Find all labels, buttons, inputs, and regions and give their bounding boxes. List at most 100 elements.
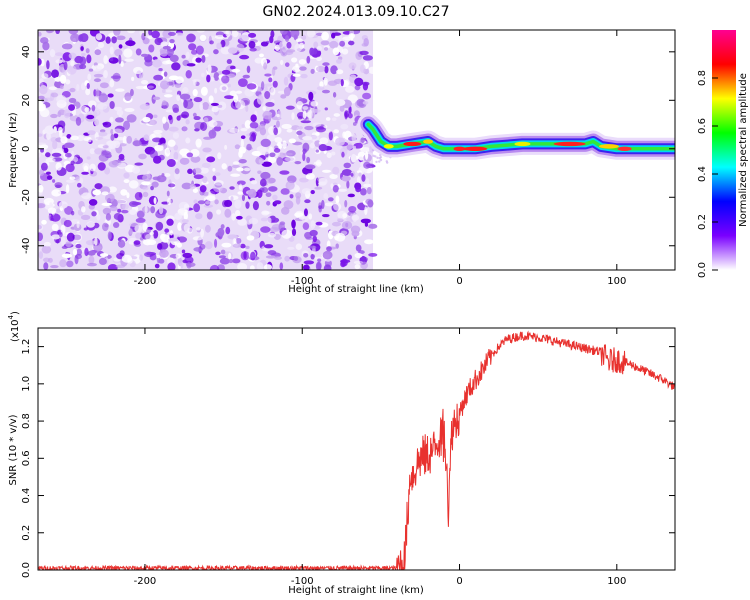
noise-speckle: [359, 256, 369, 263]
noise-speckle: [260, 81, 265, 90]
noise-speckle: [105, 193, 115, 203]
noise-speckle: [310, 190, 315, 195]
noise-speckle: [162, 30, 172, 39]
noise-speckle: [175, 253, 182, 259]
noise-speckle: [115, 117, 124, 123]
noise-speckle: [331, 151, 336, 156]
noise-speckle: [220, 46, 231, 55]
noise-speckle: [115, 88, 125, 92]
noise-speckle: [271, 67, 276, 76]
noise-speckle: [63, 142, 75, 149]
noise-speckle: [158, 67, 163, 72]
noise-speckle: [38, 232, 44, 242]
noise-speckle: [363, 161, 371, 169]
y-tick-label: 1.0: [21, 376, 32, 392]
noise-speckle: [199, 185, 207, 193]
top-y-axis: -40 -20 0 20 40: [21, 45, 675, 254]
noise-speckle: [95, 88, 100, 98]
noise-speckle: [50, 264, 59, 269]
noise-speckle: [51, 234, 61, 240]
noise-speckle: [114, 137, 126, 141]
noise-speckle: [181, 111, 190, 119]
noise-speckle: [57, 111, 62, 118]
noise-speckle: [281, 229, 292, 239]
noise-speckle: [68, 104, 76, 111]
noise-speckle: [231, 258, 241, 264]
noise-speckle: [46, 171, 51, 175]
noise-speckle: [291, 57, 298, 63]
noise-speckle: [43, 262, 49, 270]
noise-speckle: [167, 31, 176, 36]
noise-speckle: [155, 254, 161, 259]
noise-speckle: [265, 101, 275, 107]
noise-speckle: [113, 140, 121, 149]
x-tick-label: 100: [607, 576, 626, 587]
noise-speckle: [68, 97, 77, 104]
noise-speckle: [208, 95, 214, 104]
noise-speckle: [43, 197, 54, 205]
noise-speckle: [235, 210, 241, 217]
x-tick-label: 0: [456, 576, 462, 587]
noise-speckle: [362, 92, 372, 100]
noise-speckle: [180, 260, 184, 269]
noise-speckle: [231, 68, 241, 73]
noise-speckle: [207, 64, 212, 74]
noise-speckle: [379, 153, 382, 157]
noise-speckle: [347, 193, 355, 198]
noise-speckle: [140, 79, 149, 85]
noise-speckle: [86, 54, 92, 64]
noise-speckle: [214, 172, 221, 177]
noise-speckle: [44, 125, 55, 135]
noise-speckle: [76, 135, 85, 142]
noise-speckle: [285, 105, 295, 110]
noise-speckle: [265, 177, 276, 184]
noise-speckle: [163, 94, 173, 98]
noise-speckle: [92, 189, 102, 196]
noise-speckle: [59, 259, 67, 268]
noise-speckle: [108, 186, 117, 193]
noise-speckle: [60, 224, 66, 235]
noise-speckle: [258, 94, 263, 99]
noise-speckle: [332, 47, 340, 56]
noise-speckle: [341, 151, 345, 158]
noise-speckle: [313, 41, 319, 49]
noise-speckle: [309, 135, 320, 141]
noise-speckle: [149, 253, 157, 261]
noise-speckle: [98, 131, 108, 137]
noise-speckle: [97, 162, 106, 171]
noise-speckle: [264, 90, 271, 100]
noise-speckle: [335, 137, 346, 146]
noise-speckle: [318, 144, 328, 152]
noise-speckle: [326, 152, 332, 159]
noise-speckle: [39, 108, 50, 118]
noise-speckle: [193, 96, 203, 103]
noise-speckle: [333, 202, 342, 211]
noise-speckle: [304, 199, 311, 204]
noise-speckle: [166, 218, 174, 226]
noise-speckle: [200, 228, 205, 238]
noise-speckle: [276, 156, 284, 166]
noise-speckle: [238, 30, 244, 34]
noise-speckle: [129, 228, 133, 235]
noise-speckle: [109, 46, 114, 55]
noise-speckle: [353, 260, 364, 265]
noise-speckle: [165, 109, 176, 113]
noise-speckle: [139, 103, 151, 110]
noise-speckle: [122, 135, 127, 145]
noise-speckle: [61, 253, 73, 258]
noise-speckle: [379, 155, 383, 159]
noise-speckle: [140, 53, 149, 57]
noise-speckle: [294, 43, 303, 52]
noise-speckle: [308, 91, 314, 101]
noise-speckle: [330, 65, 338, 75]
noise-speckle: [236, 167, 244, 172]
noise-speckle: [123, 48, 133, 58]
noise-speckle: [299, 66, 307, 71]
noise-speckle: [152, 59, 162, 68]
noise-speckle: [45, 157, 56, 163]
noise-speckle: [85, 240, 96, 246]
noise-speckle: [285, 180, 295, 191]
noise-speckle: [240, 139, 244, 148]
noise-speckle: [194, 128, 200, 132]
y-exponent: (x104): [7, 311, 21, 342]
